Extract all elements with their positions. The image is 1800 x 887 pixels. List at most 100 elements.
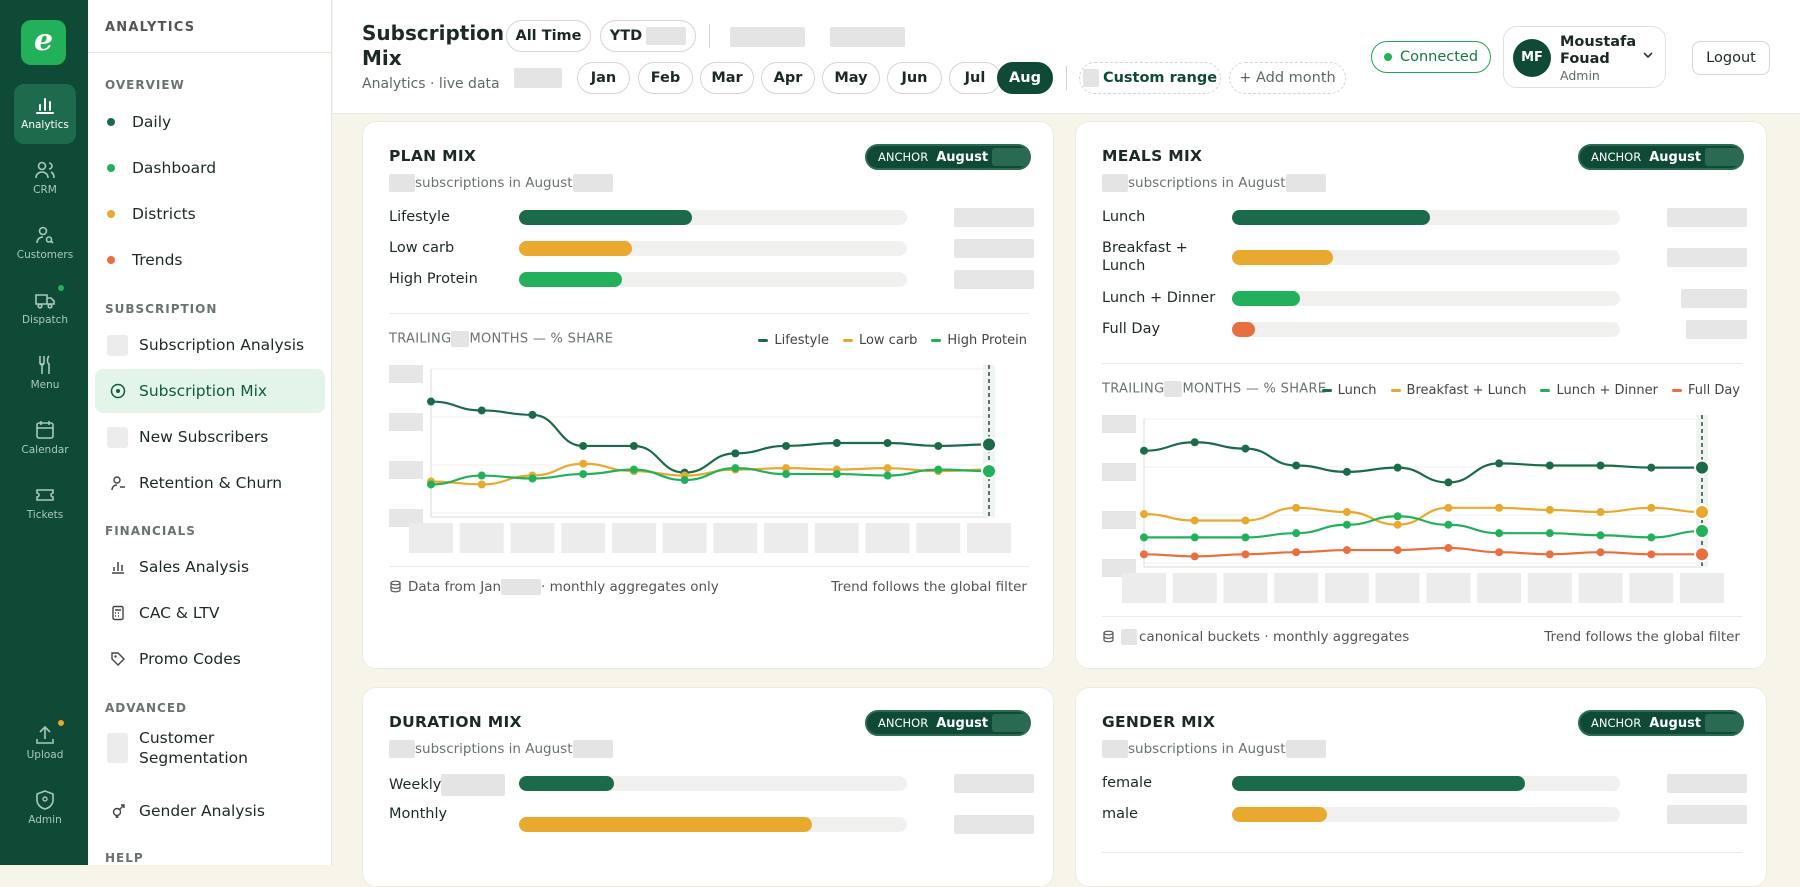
data-point[interactable]: [883, 464, 892, 473]
data-point[interactable]: [579, 470, 588, 479]
data-point[interactable]: [1292, 503, 1301, 512]
brand-logo[interactable]: e: [21, 20, 66, 65]
month-feb[interactable]: Feb: [638, 62, 693, 94]
data-point[interactable]: [1545, 529, 1554, 538]
rail-item-calendar[interactable]: Calendar: [14, 409, 76, 469]
add-month-button[interactable]: + Add month: [1229, 62, 1346, 94]
data-point[interactable]: [1190, 516, 1199, 525]
rail-item-menu[interactable]: Menu: [14, 344, 76, 404]
month-jun[interactable]: Jun: [887, 62, 942, 94]
nav-item-daily[interactable]: Daily: [95, 100, 325, 144]
data-point[interactable]: [934, 465, 943, 474]
data-point[interactable]: [1495, 459, 1504, 468]
data-point[interactable]: [579, 441, 588, 450]
data-point[interactable]: [1694, 523, 1710, 540]
data-point[interactable]: [680, 476, 689, 484]
rail-item-admin[interactable]: Admin: [14, 779, 76, 839]
data-point[interactable]: [1596, 461, 1605, 470]
data-point[interactable]: [1393, 520, 1402, 529]
rail-item-crm[interactable]: CRM: [14, 149, 76, 209]
rail-item-dispatch[interactable]: Dispatch: [14, 279, 76, 339]
nav-item-new-subscribers[interactable]: New Subscribers: [95, 415, 325, 459]
data-point[interactable]: [1647, 550, 1656, 559]
data-point[interactable]: [1694, 504, 1710, 521]
data-point[interactable]: [1342, 546, 1351, 555]
data-point[interactable]: [832, 470, 841, 479]
data-point[interactable]: [731, 464, 740, 473]
data-point[interactable]: [1545, 550, 1554, 559]
data-point[interactable]: [832, 439, 841, 447]
data-point[interactable]: [981, 463, 997, 480]
data-point[interactable]: [1647, 503, 1656, 512]
data-point[interactable]: [1694, 546, 1710, 563]
data-point[interactable]: [1292, 529, 1301, 538]
filter-ytd[interactable]: YTD: [600, 20, 696, 52]
data-point[interactable]: [1596, 508, 1605, 517]
data-point[interactable]: [731, 449, 740, 458]
data-point[interactable]: [1647, 533, 1656, 542]
data-point[interactable]: [1190, 533, 1199, 542]
data-point[interactable]: [934, 441, 943, 450]
data-point[interactable]: [1292, 461, 1301, 470]
month-jan[interactable]: Jan: [577, 62, 630, 94]
data-point[interactable]: [1140, 446, 1148, 455]
data-point[interactable]: [1545, 505, 1554, 514]
data-point[interactable]: [528, 474, 537, 483]
data-point[interactable]: [1140, 533, 1148, 542]
data-point[interactable]: [1241, 550, 1250, 559]
data-point[interactable]: [1495, 503, 1504, 512]
nav-item-customer-segmentation[interactable]: Customer Segmentation: [95, 723, 325, 773]
nav-item-sales-analysis[interactable]: Sales Analysis: [95, 545, 325, 589]
data-point[interactable]: [1444, 520, 1453, 529]
data-point[interactable]: [1140, 510, 1148, 519]
month-mar[interactable]: Mar: [700, 62, 754, 94]
data-point[interactable]: [579, 459, 588, 468]
data-point[interactable]: [1393, 546, 1402, 555]
nav-item-dashboard[interactable]: Dashboard: [95, 146, 325, 190]
data-point[interactable]: [1545, 461, 1554, 470]
data-point[interactable]: [981, 436, 997, 453]
rail-item-tickets[interactable]: Tickets: [14, 474, 76, 534]
data-point[interactable]: [1694, 459, 1710, 476]
data-point[interactable]: [1190, 552, 1199, 561]
data-point[interactable]: [528, 410, 537, 419]
data-point[interactable]: [1647, 463, 1656, 472]
nav-item-promo-codes[interactable]: Promo Codes: [95, 637, 325, 681]
data-point[interactable]: [1393, 463, 1402, 472]
data-point[interactable]: [1444, 503, 1453, 512]
user-menu[interactable]: MF Moustafa Fouad Admin: [1503, 26, 1666, 88]
rail-item-customers[interactable]: Customers: [14, 214, 76, 274]
data-point[interactable]: [1596, 548, 1605, 557]
data-point[interactable]: [1241, 444, 1250, 453]
nav-item-gender-analysis[interactable]: Gender Analysis: [95, 789, 325, 833]
month-jul[interactable]: Jul: [949, 62, 1001, 94]
filter-all-time[interactable]: All Time: [506, 20, 591, 52]
data-point[interactable]: [1596, 531, 1605, 540]
data-point[interactable]: [1241, 533, 1250, 542]
data-point[interactable]: [629, 441, 638, 450]
data-point[interactable]: [477, 480, 486, 489]
data-point[interactable]: [782, 441, 791, 450]
data-point[interactable]: [1190, 438, 1199, 447]
data-point[interactable]: [477, 471, 486, 480]
data-point[interactable]: [427, 397, 435, 406]
logout-button[interactable]: Logout: [1692, 41, 1770, 75]
data-point[interactable]: [477, 406, 486, 415]
rail-item-analytics[interactable]: Analytics: [14, 84, 76, 144]
data-point[interactable]: [883, 439, 892, 447]
data-point[interactable]: [1495, 548, 1504, 557]
data-point[interactable]: [883, 471, 892, 480]
data-point[interactable]: [427, 480, 435, 489]
data-point[interactable]: [1342, 520, 1351, 529]
data-point[interactable]: [1444, 543, 1453, 552]
data-point[interactable]: [1292, 548, 1301, 557]
data-point[interactable]: [1342, 467, 1351, 476]
data-point[interactable]: [629, 465, 638, 474]
data-point[interactable]: [1140, 550, 1148, 559]
nav-item-cac-ltv[interactable]: CAC & LTV: [95, 591, 325, 635]
data-point[interactable]: [1444, 478, 1453, 487]
data-point[interactable]: [1342, 508, 1351, 517]
data-point[interactable]: [782, 464, 791, 473]
custom-range-button[interactable]: Custom range: [1079, 62, 1221, 94]
data-point[interactable]: [782, 470, 791, 479]
